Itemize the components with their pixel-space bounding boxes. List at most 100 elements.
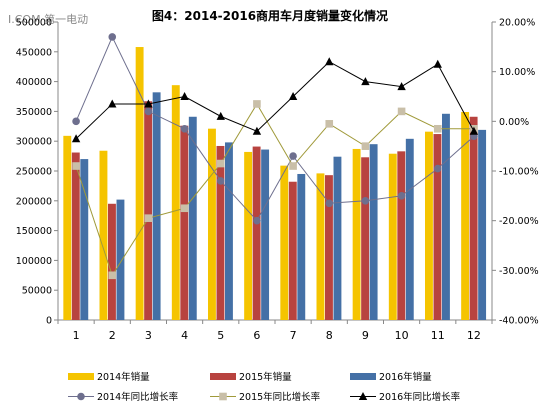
x-tick-label: 1 (73, 329, 80, 342)
data-point (253, 100, 261, 108)
bar (252, 146, 261, 320)
x-tick-label: 3 (145, 329, 152, 342)
left-tick-label: 0 (46, 316, 52, 327)
bar (180, 125, 189, 320)
data-point (361, 197, 370, 205)
bar (152, 92, 161, 320)
right-tick-label: -20.00% (499, 216, 539, 227)
data-point (216, 111, 225, 120)
bar (425, 131, 433, 320)
data-point (72, 162, 80, 170)
data-point (361, 77, 370, 86)
bar (288, 181, 297, 320)
bar (116, 199, 125, 320)
x-tick-label: 2 (109, 329, 116, 342)
bar (369, 144, 378, 320)
watermark: I.COM 第一电动 (8, 13, 89, 26)
data-point (288, 92, 298, 100)
data-point (289, 152, 297, 160)
series-line (75, 35, 475, 222)
legend-marker (219, 392, 227, 401)
legend-swatch (210, 373, 236, 380)
data-point (216, 177, 225, 185)
legend-label: 2015年同比增长率 (239, 391, 321, 403)
x-tick-label: 6 (253, 329, 260, 342)
data-point (397, 107, 406, 116)
bar (135, 47, 144, 320)
bar (63, 135, 72, 320)
bar (397, 151, 406, 320)
bar (244, 151, 253, 320)
right-tick-label: 10.00% (499, 67, 535, 78)
data-point (71, 134, 81, 143)
bar (352, 148, 361, 320)
bar (388, 153, 397, 320)
data-point (144, 107, 153, 116)
bar (405, 138, 414, 320)
data-point (180, 204, 189, 213)
x-tick-label: 7 (290, 329, 297, 342)
legend-label: 2016年销量 (379, 371, 432, 383)
x-tick-label: 10 (395, 329, 409, 342)
data-point (144, 99, 153, 108)
x-tick-label: 4 (181, 329, 188, 342)
legend-label: 2015年销量 (239, 371, 292, 383)
data-point (289, 162, 297, 170)
data-point (469, 126, 479, 135)
bar (99, 150, 108, 320)
bar (108, 203, 116, 320)
bar (361, 157, 370, 320)
left-tick-label: 150000 (16, 226, 52, 237)
legend-swatch (68, 373, 94, 380)
left-tick-label: 350000 (16, 107, 52, 118)
x-tick-label: 11 (431, 329, 445, 342)
bar (216, 145, 225, 320)
series-line (75, 61, 475, 140)
data-point (144, 214, 153, 222)
x-tick-label: 12 (467, 329, 481, 342)
x-tick-label: 5 (217, 329, 224, 342)
right-tick-label: -30.00% (499, 266, 539, 277)
legend-label: 2014年同比增长率 (97, 391, 179, 403)
data-point (361, 142, 370, 150)
bar (71, 152, 80, 320)
bar (208, 128, 216, 320)
bar (261, 149, 270, 320)
bar (316, 173, 325, 320)
data-point (252, 126, 262, 135)
legend-label: 2014年销量 (97, 371, 150, 383)
chart-title: 图4：2014-2016商用车月度销量变化情况 (152, 8, 388, 23)
data-point (325, 199, 334, 208)
bar (297, 173, 306, 320)
data-point (433, 124, 442, 133)
data-point (325, 57, 334, 66)
data-point (108, 271, 117, 280)
bar (144, 101, 153, 320)
data-point (72, 117, 80, 126)
data-point (397, 82, 406, 91)
data-point (108, 33, 117, 41)
legend-marker (358, 392, 368, 400)
left-tick-label: 450000 (16, 47, 52, 58)
data-point (325, 120, 334, 128)
right-tick-label: 0.00% (499, 117, 529, 128)
data-point (180, 124, 189, 133)
left-tick-label: 250000 (16, 167, 52, 178)
right-tick-label: -10.00% (499, 167, 539, 178)
data-point (253, 216, 261, 225)
data-point (108, 99, 117, 108)
right-tick-label: -40.00% (499, 316, 539, 327)
bar (188, 116, 197, 320)
left-tick-label: 300000 (16, 137, 52, 148)
bar (461, 111, 470, 320)
left-tick-label: 200000 (16, 196, 52, 207)
bar (80, 159, 89, 320)
left-tick-label: 100000 (16, 256, 52, 267)
legend-swatch (350, 373, 376, 380)
x-tick-label: 8 (326, 329, 333, 342)
bar (325, 175, 333, 320)
bar (469, 116, 478, 320)
bar (442, 113, 450, 320)
data-point (180, 92, 189, 100)
